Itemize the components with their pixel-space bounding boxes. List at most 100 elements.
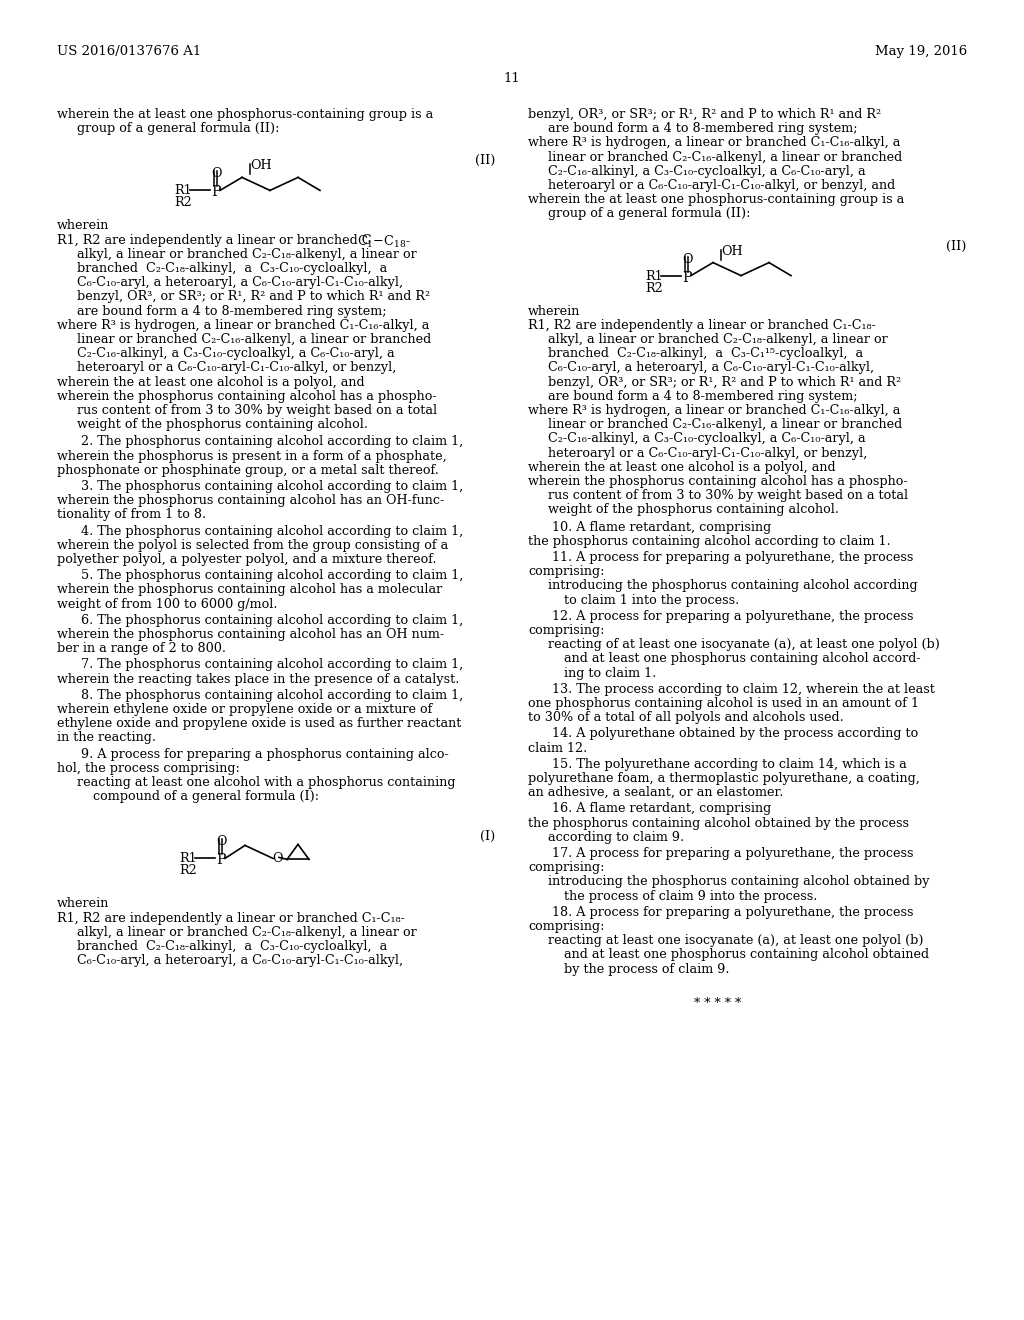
Text: polyurethane foam, a thermoplastic polyurethane, a coating,: polyurethane foam, a thermoplastic polyu…	[528, 772, 920, 785]
Text: wherein the polyol is selected from the group consisting of a: wherein the polyol is selected from the …	[57, 539, 449, 552]
Text: polyether polyol, a polyester polyol, and a mixture thereof.: polyether polyol, a polyester polyol, an…	[57, 553, 436, 566]
Text: C₂-C₁₆-alkinyl, a C₃-C₁₀-cycloalkyl, a C₆-C₁₀-aryl, a: C₂-C₁₆-alkinyl, a C₃-C₁₀-cycloalkyl, a C…	[548, 433, 865, 445]
Text: C₆-C₁₀-aryl, a heteroaryl, a C₆-C₁₀-aryl-C₁-C₁₀-alkyl,: C₆-C₁₀-aryl, a heteroaryl, a C₆-C₁₀-aryl…	[77, 954, 403, 968]
Text: are bound form a 4 to 8-membered ring system;: are bound form a 4 to 8-membered ring sy…	[548, 389, 857, 403]
Text: 3. The phosphorus containing alcohol according to claim 1,: 3. The phosphorus containing alcohol acc…	[77, 480, 463, 492]
Text: O: O	[216, 836, 226, 849]
Text: reacting at least one alcohol with a phosphorus containing: reacting at least one alcohol with a pho…	[77, 776, 456, 789]
Text: tionality of from 1 to 8.: tionality of from 1 to 8.	[57, 508, 206, 521]
Text: * * * * *: * * * * *	[694, 997, 741, 1010]
Text: 16. A flame retardant, comprising: 16. A flame retardant, comprising	[548, 803, 771, 816]
Text: C₆-C₁₀-aryl, a heteroaryl, a C₆-C₁₀-aryl-C₁-C₁₀-alkyl,: C₆-C₁₀-aryl, a heteroaryl, a C₆-C₁₀-aryl…	[77, 276, 403, 289]
Text: an adhesive, a sealant, or an elastomer.: an adhesive, a sealant, or an elastomer.	[528, 787, 783, 799]
Text: branched  C₂-C₁₈-alkinyl,  a  C₃-C₁₀-cycloalkyl,  a: branched C₂-C₁₈-alkinyl, a C₃-C₁₀-cycloa…	[77, 261, 387, 275]
Text: ing to claim 1.: ing to claim 1.	[564, 667, 656, 680]
Text: 15. The polyurethane according to claim 14, which is a: 15. The polyurethane according to claim …	[548, 758, 906, 771]
Text: to 30% of a total of all polyols and alcohols used.: to 30% of a total of all polyols and alc…	[528, 711, 844, 725]
Text: R1, R2 are independently a linear or branched C: R1, R2 are independently a linear or bra…	[57, 234, 372, 247]
Text: introducing the phosphorus containing alcohol according: introducing the phosphorus containing al…	[548, 579, 918, 593]
Text: wherein the phosphorus containing alcohol has an OH num-: wherein the phosphorus containing alcoho…	[57, 628, 444, 642]
Text: according to claim 9.: according to claim 9.	[548, 830, 684, 843]
Text: May 19, 2016: May 19, 2016	[874, 45, 967, 58]
Text: weight of from 100 to 6000 g/mol.: weight of from 100 to 6000 g/mol.	[57, 598, 278, 611]
Text: heteroaryl or a C₆-C₁₀-aryl-C₁-C₁₀-alkyl, or benzyl,: heteroaryl or a C₆-C₁₀-aryl-C₁-C₁₀-alkyl…	[548, 446, 867, 459]
Text: the phosphorus containing alcohol obtained by the process: the phosphorus containing alcohol obtain…	[528, 817, 909, 829]
Text: P: P	[211, 185, 220, 199]
Text: wherein the at least one alcohol is a polyol, and: wherein the at least one alcohol is a po…	[528, 461, 836, 474]
Text: $\mathregular{C_1}$$\mathregular{-C_{18}}$-: $\mathregular{C_1}$$\mathregular{-C_{18}…	[357, 234, 411, 249]
Text: and at least one phosphorus containing alcohol obtained: and at least one phosphorus containing a…	[564, 948, 929, 961]
Text: the process of claim 9 into the process.: the process of claim 9 into the process.	[564, 890, 817, 903]
Text: branched  C₂-C₁₈-alkinyl,  a  C₃-C₁¹⁵-cycloalkyl,  a: branched C₂-C₁₈-alkinyl, a C₃-C₁¹⁵-cyclo…	[548, 347, 863, 360]
Text: where R³ is hydrogen, a linear or branched C₁-C₁₆-alkyl, a: where R³ is hydrogen, a linear or branch…	[57, 319, 429, 331]
Text: claim 12.: claim 12.	[528, 742, 587, 755]
Text: wherein: wherein	[57, 219, 110, 232]
Text: 6. The phosphorus containing alcohol according to claim 1,: 6. The phosphorus containing alcohol acc…	[77, 614, 463, 627]
Text: R1: R1	[179, 853, 197, 866]
Text: C₂-C₁₆-alkinyl, a C₃-C₁₀-cycloalkyl, a C₆-C₁₀-aryl, a: C₂-C₁₆-alkinyl, a C₃-C₁₀-cycloalkyl, a C…	[77, 347, 394, 360]
Text: phosphonate or phosphinate group, or a metal salt thereof.: phosphonate or phosphinate group, or a m…	[57, 463, 439, 477]
Text: in the reacting.: in the reacting.	[57, 731, 156, 744]
Text: linear or branched C₂-C₁₆-alkenyl, a linear or branched: linear or branched C₂-C₁₆-alkenyl, a lin…	[77, 333, 431, 346]
Text: hol, the process comprising:: hol, the process comprising:	[57, 762, 240, 775]
Text: 2. The phosphorus containing alcohol according to claim 1,: 2. The phosphorus containing alcohol acc…	[77, 436, 463, 449]
Text: benzyl, OR³, or SR³; or R¹, R² and P to which R¹ and R²: benzyl, OR³, or SR³; or R¹, R² and P to …	[528, 108, 881, 121]
Text: group of a general formula (II):: group of a general formula (II):	[77, 123, 280, 135]
Text: linear or branched C₂-C₁₆-alkenyl, a linear or branched: linear or branched C₂-C₁₆-alkenyl, a lin…	[548, 150, 902, 164]
Text: heteroaryl or a C₆-C₁₀-aryl-C₁-C₁₀-alkyl, or benzyl, and: heteroaryl or a C₆-C₁₀-aryl-C₁-C₁₀-alkyl…	[548, 180, 895, 191]
Text: R2: R2	[179, 865, 197, 878]
Text: OH: OH	[250, 160, 271, 173]
Text: R2: R2	[645, 281, 663, 294]
Text: wherein the reacting takes place in the presence of a catalyst.: wherein the reacting takes place in the …	[57, 673, 460, 685]
Text: ethylene oxide and propylene oxide is used as further reactant: ethylene oxide and propylene oxide is us…	[57, 717, 462, 730]
Text: 5. The phosphorus containing alcohol according to claim 1,: 5. The phosphorus containing alcohol acc…	[77, 569, 464, 582]
Text: 17. A process for preparing a polyurethane, the process: 17. A process for preparing a polyuretha…	[548, 847, 913, 861]
Text: reacting of at least one isocyanate (a), at least one polyol (b): reacting of at least one isocyanate (a),…	[548, 638, 940, 651]
Text: R1, R2 are independently a linear or branched C₁-C₁₈-: R1, R2 are independently a linear or bra…	[57, 912, 404, 924]
Text: C₆-C₁₀-aryl, a heteroaryl, a C₆-C₁₀-aryl-C₁-C₁₀-alkyl,: C₆-C₁₀-aryl, a heteroaryl, a C₆-C₁₀-aryl…	[548, 362, 874, 375]
Text: R1, R2 are independently a linear or branched C₁-C₁₈-: R1, R2 are independently a linear or bra…	[528, 319, 876, 331]
Text: R2: R2	[174, 197, 191, 210]
Text: (I): (I)	[480, 830, 495, 843]
Text: compound of a general formula (I):: compound of a general formula (I):	[93, 791, 319, 803]
Text: 14. A polyurethane obtained by the process according to: 14. A polyurethane obtained by the proce…	[548, 727, 919, 741]
Text: and at least one phosphorus containing alcohol accord-: and at least one phosphorus containing a…	[564, 652, 921, 665]
Text: where R³ is hydrogen, a linear or branched C₁-C₁₆-alkyl, a: where R³ is hydrogen, a linear or branch…	[528, 404, 900, 417]
Text: (II): (II)	[475, 154, 495, 168]
Text: group of a general formula (II):: group of a general formula (II):	[548, 207, 751, 220]
Text: wherein the phosphorus containing alcohol has a phospho-: wherein the phosphorus containing alcoho…	[57, 389, 436, 403]
Text: benzyl, OR³, or SR³; or R¹, R² and P to which R¹ and R²: benzyl, OR³, or SR³; or R¹, R² and P to …	[77, 290, 430, 304]
Text: O: O	[682, 252, 692, 265]
Text: alkyl, a linear or branched C₂-C₁₈-alkenyl, a linear or: alkyl, a linear or branched C₂-C₁₈-alken…	[77, 248, 417, 261]
Text: alkyl, a linear or branched C₂-C₁₈-alkenyl, a linear or: alkyl, a linear or branched C₂-C₁₈-alken…	[77, 925, 417, 939]
Text: alkyl, a linear or branched C₂-C₁₈-alkenyl, a linear or: alkyl, a linear or branched C₂-C₁₈-alken…	[548, 333, 888, 346]
Text: branched  C₂-C₁₈-alkinyl,  a  C₃-C₁₀-cycloalkyl,  a: branched C₂-C₁₈-alkinyl, a C₃-C₁₀-cycloa…	[77, 940, 387, 953]
Text: introducing the phosphorus containing alcohol obtained by: introducing the phosphorus containing al…	[548, 875, 930, 888]
Text: heteroaryl or a C₆-C₁₀-aryl-C₁-C₁₀-alkyl, or benzyl,: heteroaryl or a C₆-C₁₀-aryl-C₁-C₁₀-alkyl…	[77, 362, 396, 375]
Text: 13. The process according to claim 12, wherein the at least: 13. The process according to claim 12, w…	[548, 682, 935, 696]
Text: 18. A process for preparing a polyurethane, the process: 18. A process for preparing a polyuretha…	[548, 906, 913, 919]
Text: ber in a range of 2 to 800.: ber in a range of 2 to 800.	[57, 643, 226, 655]
Text: R1: R1	[174, 185, 191, 198]
Text: C₂-C₁₆-alkinyl, a C₃-C₁₀-cycloalkyl, a C₆-C₁₀-aryl, a: C₂-C₁₆-alkinyl, a C₃-C₁₀-cycloalkyl, a C…	[548, 165, 865, 178]
Text: 9. A process for preparing a phosphorus containing alco-: 9. A process for preparing a phosphorus …	[77, 747, 449, 760]
Text: 8. The phosphorus containing alcohol according to claim 1,: 8. The phosphorus containing alcohol acc…	[77, 689, 463, 702]
Text: wherein the at least one phosphorus-containing group is a: wherein the at least one phosphorus-cont…	[57, 108, 433, 121]
Text: 11. A process for preparing a polyurethane, the process: 11. A process for preparing a polyuretha…	[548, 550, 913, 564]
Text: comprising:: comprising:	[528, 861, 604, 874]
Text: 4. The phosphorus containing alcohol according to claim 1,: 4. The phosphorus containing alcohol acc…	[77, 524, 463, 537]
Text: benzyl, OR³, or SR³; or R¹, R² and P to which R¹ and R²: benzyl, OR³, or SR³; or R¹, R² and P to …	[548, 376, 901, 388]
Text: by the process of claim 9.: by the process of claim 9.	[564, 962, 729, 975]
Text: are bound form a 4 to 8-membered ring system;: are bound form a 4 to 8-membered ring sy…	[77, 305, 386, 318]
Text: the phosphorus containing alcohol according to claim 1.: the phosphorus containing alcohol accord…	[528, 535, 891, 548]
Text: one phosphorus containing alcohol is used in an amount of 1: one phosphorus containing alcohol is use…	[528, 697, 919, 710]
Text: wherein the at least one alcohol is a polyol, and: wherein the at least one alcohol is a po…	[57, 376, 365, 388]
Text: P: P	[682, 271, 691, 285]
Text: 7. The phosphorus containing alcohol according to claim 1,: 7. The phosphorus containing alcohol acc…	[77, 659, 463, 672]
Text: wherein the phosphorus containing alcohol has a molecular: wherein the phosphorus containing alcoho…	[57, 583, 442, 597]
Text: rus content of from 3 to 30% by weight based on a total: rus content of from 3 to 30% by weight b…	[77, 404, 437, 417]
Text: wherein the phosphorus containing alcohol has an OH-func-: wherein the phosphorus containing alcoho…	[57, 494, 444, 507]
Text: wherein the at least one phosphorus-containing group is a: wherein the at least one phosphorus-cont…	[528, 193, 904, 206]
Text: wherein the phosphorus containing alcohol has a phospho-: wherein the phosphorus containing alcoho…	[528, 475, 907, 488]
Text: weight of the phosphorus containing alcohol.: weight of the phosphorus containing alco…	[77, 418, 368, 432]
